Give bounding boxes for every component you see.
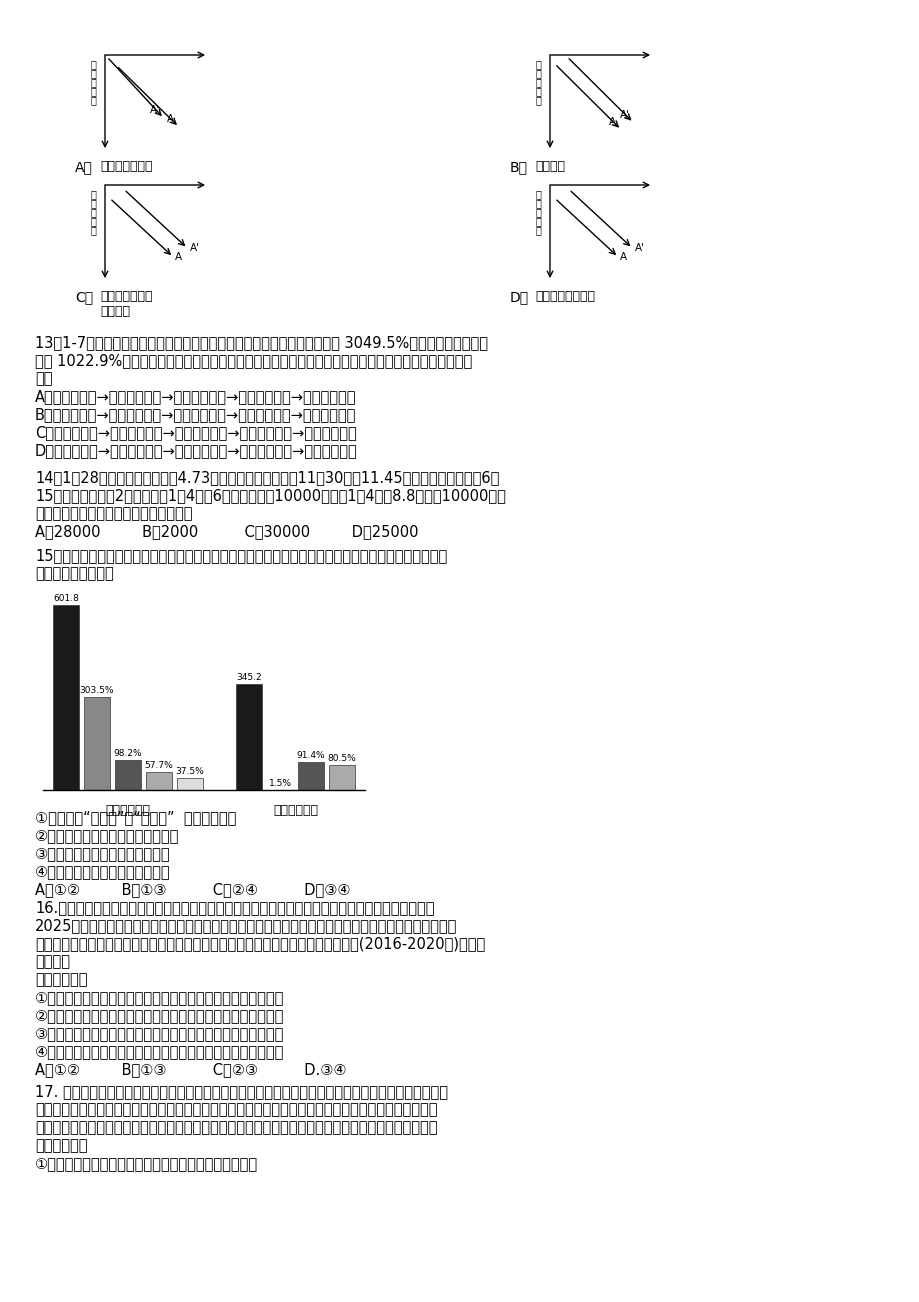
Text: 币: 币 — [535, 207, 540, 217]
Text: 币: 币 — [90, 207, 96, 217]
Text: 高技术服务业: 高技术服务业 — [106, 805, 151, 816]
Text: A．: A． — [75, 160, 93, 174]
Text: 民: 民 — [535, 198, 540, 208]
Text: ①我国坚持“引进来”与“走出去”  相结合的战略: ①我国坚持“引进来”与“走出去” 相结合的战略 — [35, 810, 236, 825]
Text: C．实施营改增→缓解资金不足→降低生产成本→拓宽经济领域→税收总量增多: C．实施营改增→缓解资金不足→降低生产成本→拓宽经济领域→税收总量增多 — [35, 424, 357, 440]
Text: 汇: 汇 — [90, 86, 96, 96]
Text: 的是: 的是 — [35, 371, 52, 385]
Text: A': A' — [618, 109, 629, 120]
Text: 发展对外经济关系中: 发展对外经济关系中 — [35, 566, 114, 581]
Bar — [176, 779, 203, 790]
Text: 规划编制: 规划编制 — [35, 954, 70, 969]
Text: 的过程体现了: 的过程体现了 — [35, 973, 87, 987]
Bar — [329, 766, 355, 790]
Text: 57.7%: 57.7% — [144, 762, 173, 771]
Text: 345.2: 345.2 — [236, 673, 262, 682]
Text: 欧洲商品的人民: 欧洲商品的人民 — [100, 290, 153, 303]
Text: 责，建立监察委员会与司法机关的协调衔接机制，强化对监察委员会自身的监督制约。上述省（市）监察: 责，建立监察委员会与司法机关的协调衔接机制，强化对监察委员会自身的监督制约。上述… — [35, 1120, 437, 1135]
Text: 会、重点企业、社会备界和备地主管部门的意见基础上，编制了《智能制造发展规划(2016-2020年)》。该: 会、重点企业、社会备界和备地主管部门的意见基础上，编制了《智能制造发展规划(20… — [35, 936, 484, 950]
Text: 民: 民 — [90, 198, 96, 208]
Text: 中国从日本进口量: 中国从日本进口量 — [535, 290, 595, 303]
Text: 中国对欧洲出口: 中国对欧洲出口 — [100, 160, 153, 173]
Text: A: A — [167, 115, 174, 124]
Text: 16.工业和信息化部、财政部为贯彻落实《国民经济和社会发展第十三个五年规划纲要》和《中国制造: 16.工业和信息化部、财政部为贯彻落实《国民经济和社会发展第十三个五年规划纲要》… — [35, 900, 434, 915]
Text: 币: 币 — [535, 77, 540, 87]
Text: ①广泛集中智慧，完善决策信息和智力支持系统，坚持科学决策: ①广泛集中智慧，完善决策信息和智力支持系统，坚持科学决策 — [35, 990, 284, 1005]
Text: ②充分反映民意，增强决策透明度和公众参与度，做到民主决策: ②充分反映民意，增强决策透明度和公众参与度，做到民主决策 — [35, 1008, 284, 1023]
Text: 601.8: 601.8 — [53, 594, 79, 603]
Bar — [115, 760, 141, 790]
Text: 人: 人 — [90, 59, 96, 69]
Text: 汇: 汇 — [535, 216, 540, 227]
Text: A: A — [608, 117, 616, 126]
Bar — [298, 762, 323, 790]
Text: ③我国产业结构正发生积极的变化: ③我国产业结构正发生积极的变化 — [35, 846, 170, 861]
Text: 省（市）人民代表大会产生省（市）监察委员会，党的纪律检查委员会合署办公，明确监察委员会职能职: 省（市）人民代表大会产生省（市）监察委员会，党的纪律检查委员会合署办公，明确监察… — [35, 1101, 437, 1117]
Text: 率: 率 — [90, 95, 96, 105]
Text: 1.5%: 1.5% — [268, 779, 291, 788]
Bar — [53, 605, 79, 790]
Text: 民: 民 — [90, 68, 96, 78]
Text: 高技术制造业: 高技术制造业 — [273, 805, 318, 816]
Text: 303.5%: 303.5% — [80, 686, 114, 694]
Text: 人: 人 — [535, 59, 540, 69]
Bar — [146, 772, 172, 790]
Text: ③转变政府职能，提高政府服务水平和行政效率，树立政府威信: ③转变政府职能，提高政府服务水平和行政效率，树立政府威信 — [35, 1026, 284, 1042]
Text: 15．下图是我国高技术服务业和高技术创造业吸收外资增长情况统计柱状图，根据图中信息可以推出，在: 15．下图是我国高技术服务业和高技术创造业吸收外资增长情况统计柱状图，根据图中信… — [35, 548, 447, 562]
Text: D．: D． — [509, 290, 528, 303]
Text: ①表明监察部门已由行政内部监督转变为权力机关的监督: ①表明监察部门已由行政内部监督转变为权力机关的监督 — [35, 1156, 258, 1170]
Text: 币的标价: 币的标价 — [100, 305, 130, 318]
Text: 13．1-7月中央一般公共预算收入执行情况显示，营业税执行数为预算数的 3049.5%，执行数比去年同期: 13．1-7月中央一般公共预算收入执行情况显示，营业税执行数为预算数的 3049… — [35, 335, 487, 350]
Text: ②我国已经形成多元开放的经济体系: ②我国已经形成多元开放的经济体系 — [35, 828, 179, 842]
Text: 37.5%: 37.5% — [176, 767, 204, 776]
Text: ④高技术服务成为外资关注的热点: ④高技术服务成为外资关注的热点 — [35, 865, 170, 879]
Text: 汇: 汇 — [535, 86, 540, 96]
Text: A．①②         B．①③          C．②④          D．③④: A．①② B．①③ C．②④ D．③④ — [35, 881, 350, 897]
Bar — [236, 684, 262, 790]
Text: D．实施营改增→企业税负下降→促进创业创新→纳税主体增加→税收总量增多: D．实施营改增→企业税负下降→促进创业创新→纳税主体增加→税收总量增多 — [35, 443, 357, 458]
Text: 率: 率 — [90, 225, 96, 234]
Text: 率: 率 — [535, 95, 540, 105]
Text: 91.4%: 91.4% — [296, 751, 325, 760]
Text: 委员会的建立: 委员会的建立 — [35, 1138, 87, 1154]
Text: 美元币值: 美元币值 — [535, 160, 564, 173]
Text: 汇: 汇 — [90, 216, 96, 227]
Text: 不考虑其他因素，你可以从中国建筑获利: 不考虑其他因素，你可以从中国建筑获利 — [35, 506, 192, 521]
Text: 币: 币 — [90, 77, 96, 87]
Bar — [84, 697, 110, 790]
Text: C．: C． — [75, 290, 93, 303]
Text: 率: 率 — [535, 225, 540, 234]
Text: A．28000         B．2000          C．30000         D．25000: A．28000 B．2000 C．30000 D．25000 — [35, 523, 418, 539]
Text: 2025》，前不久，上述两部联合组织相关单位和专家，通过大量的研究和调研，在充分听了专家、行业协: 2025》，前不久，上述两部联合组织相关单位和专家，通过大量的研究和调研，在充分… — [35, 918, 457, 934]
Text: 人: 人 — [90, 189, 96, 199]
Text: 17. 近日，中共中央办公厅《关于在北京市、山西省、浙江省开展国家监察体制改革试点方案》指出，由: 17. 近日，中共中央办公厅《关于在北京市、山西省、浙江省开展国家监察体制改革试… — [35, 1085, 448, 1099]
Text: A': A' — [634, 243, 644, 254]
Text: 98.2%: 98.2% — [114, 749, 142, 758]
Text: 80.5%: 80.5% — [327, 754, 356, 763]
Text: 人: 人 — [535, 189, 540, 199]
Text: B．实施营改增→增加财政收入→拉动消费需求→促进生产扩大→税收总量增多: B．实施营改增→增加财政收入→拉动消费需求→促进生产扩大→税收总量增多 — [35, 408, 356, 422]
Text: 增长 1022.9%。我国实施营改增以来，营业税不降反增。下列选项对这一经济现象发生原因的推断，正确: 增长 1022.9%。我国实施营改增以来，营业税不降反增。下列选项对这一经济现象… — [35, 353, 471, 368]
Text: ④推进政务公开，健全权力运行的制约监督体系，建设阳光政府: ④推进政务公开，健全权力运行的制约监督体系，建设阳光政府 — [35, 1044, 284, 1059]
Text: A．实施营改增→提高工人工资→生产效率提高→降低生产成本→税收总量增多: A．实施营改增→提高工人工资→生产效率提高→降低生产成本→税收总量增多 — [35, 389, 357, 404]
Text: A: A — [619, 253, 627, 262]
Text: 14．1月28日中国建筑的股价是4.73元，是全年的最低价，11月30日的11.45元是该股的最高价，6月: 14．1月28日中国建筑的股价是4.73元，是全年的最低价，11月30日的11.… — [35, 470, 499, 486]
Text: 民: 民 — [535, 68, 540, 78]
Text: 15日该股每股派息2元，如果你1月4日以6元的价格买进10000股，到1月4日以8.8元卖出10000股，: 15日该股每股派息2元，如果你1月4日以6元的价格买进10000股，到1月4日以… — [35, 488, 505, 503]
Text: B．: B． — [509, 160, 528, 174]
Text: A': A' — [150, 105, 160, 116]
Text: A': A' — [189, 243, 199, 254]
Text: A: A — [176, 253, 182, 262]
Text: A．①②         B．①③          C．②③          D.③④: A．①② B．①③ C．②③ D.③④ — [35, 1062, 346, 1077]
